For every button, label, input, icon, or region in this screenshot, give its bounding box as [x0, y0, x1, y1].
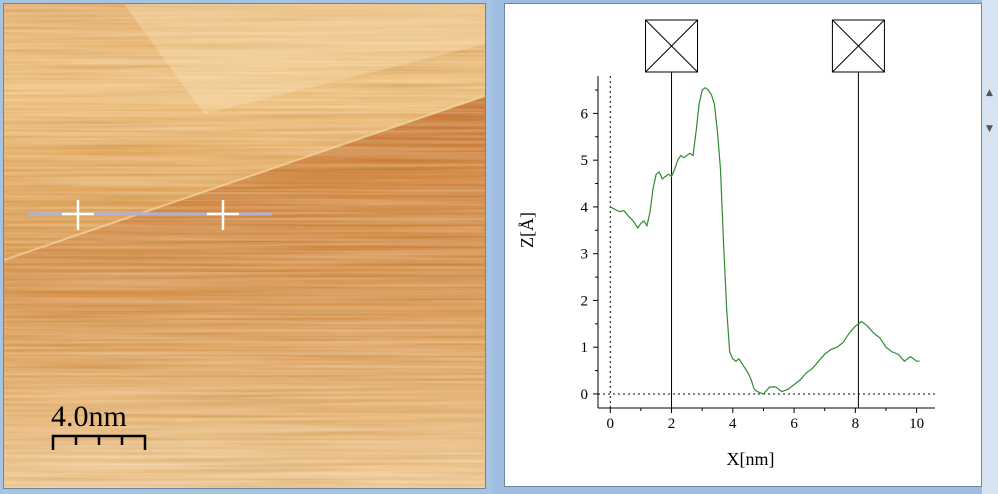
scroll-up-icon[interactable]: ▲ [986, 88, 993, 98]
bright-region [124, 4, 485, 114]
chart-svg: 0 1 2 3 4 5 6 0 2 4 6 8 10 X[nm] Z[Å] [517, 19, 935, 469]
profile-plot-pane: 0 1 2 3 4 5 6 0 2 4 6 8 10 X[nm] Z[Å] ▲ ▼ [492, 0, 998, 494]
height-profile-series [610, 86, 920, 395]
x-tick-label: 6 [790, 416, 798, 432]
step-edge [4, 95, 485, 261]
x-tick-label: 2 [668, 416, 676, 432]
scale-bar [51, 434, 147, 450]
y-tick-label: 5 [581, 153, 589, 169]
vertical-scrollbar[interactable]: ▲ ▼ [982, 0, 998, 494]
stm-image-svg: 4.0nm [4, 4, 485, 488]
x-tick-label: 8 [852, 416, 860, 432]
x-axis-label: X[nm] [727, 449, 775, 469]
profile-marker-2[interactable] [207, 200, 239, 230]
profile-marker-1[interactable] [62, 200, 94, 230]
scale-bar-label: 4.0nm [51, 400, 127, 433]
y-tick-label: 3 [581, 247, 589, 263]
y-tick-label: 1 [581, 340, 589, 356]
x-tick-label: 0 [607, 416, 615, 432]
x-tick-label: 10 [909, 416, 924, 432]
line-profile-plot: 0 1 2 3 4 5 6 0 2 4 6 8 10 X[nm] Z[Å] [504, 3, 982, 487]
stm-image-pane: 4.0nm [0, 0, 492, 494]
y-tick-label: 4 [581, 200, 589, 216]
x-tick-label: 4 [729, 416, 737, 432]
box-cross-diagonal [832, 19, 885, 73]
scroll-down-icon[interactable]: ▼ [986, 124, 993, 134]
y-axis-label: Z[Å] [517, 212, 537, 248]
box-cross-diagonal [645, 19, 698, 73]
scan-streaks-light [4, 4, 485, 488]
y-tick-label: 6 [581, 106, 589, 122]
y-tick-label: 0 [581, 387, 589, 403]
y-tick-label: 2 [581, 293, 589, 309]
stm-topography-image[interactable]: 4.0nm [3, 3, 486, 489]
